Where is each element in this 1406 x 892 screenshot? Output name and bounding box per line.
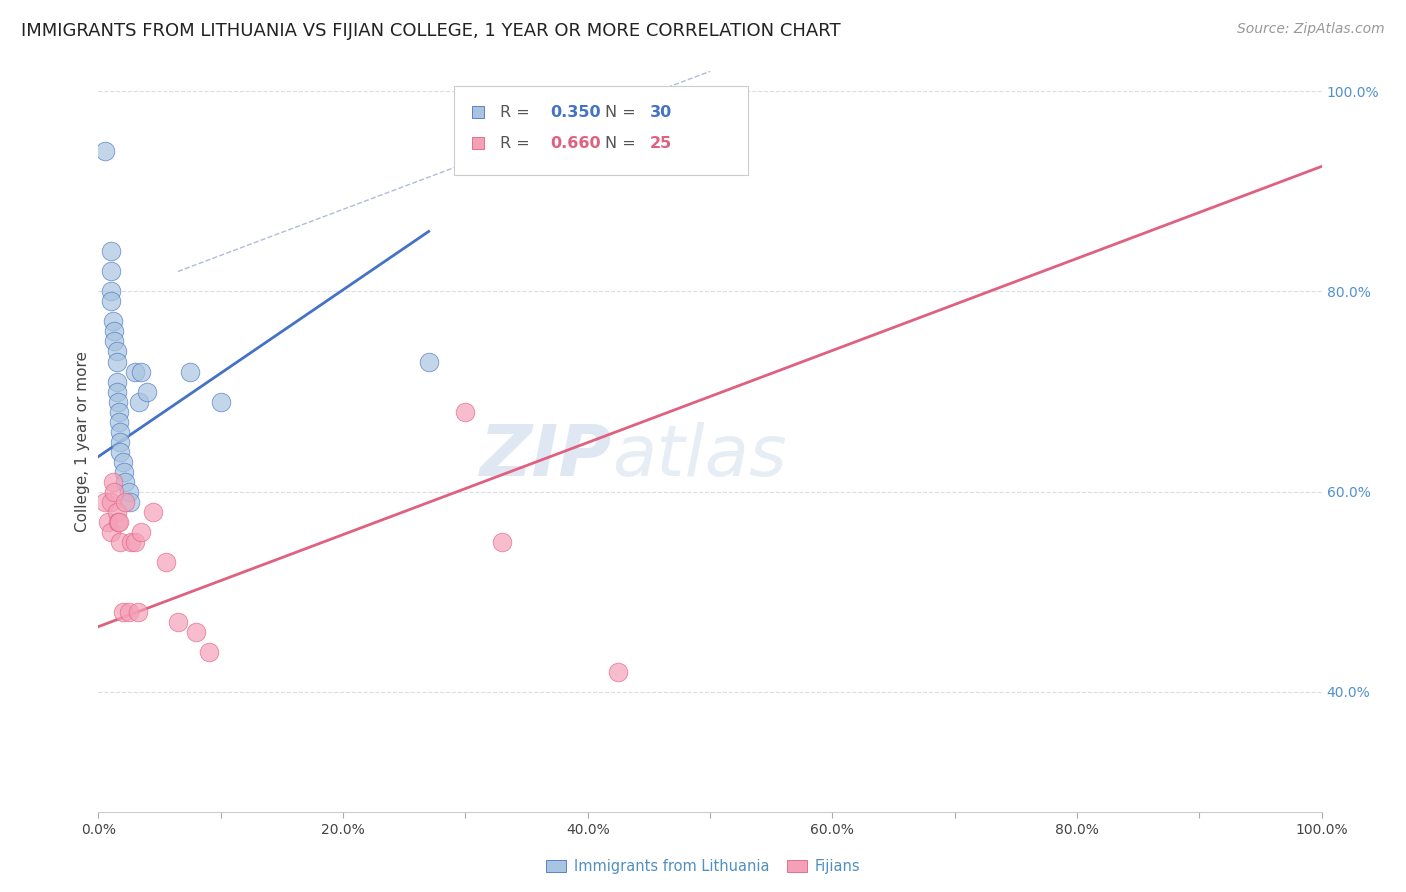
Point	[110, 444, 132, 458]
Point	[197, 645, 219, 659]
Point	[108, 515, 131, 529]
Point	[142, 505, 165, 519]
Point	[100, 524, 122, 539]
Point	[100, 244, 122, 259]
Point	[418, 354, 440, 368]
Point	[100, 294, 122, 309]
Point	[118, 605, 141, 619]
Point	[93, 145, 115, 159]
Point	[179, 364, 201, 378]
Point	[105, 354, 128, 368]
Point	[105, 384, 128, 399]
Point	[124, 364, 146, 378]
Text: R =: R =	[499, 104, 534, 120]
Point	[100, 494, 122, 508]
Point	[103, 484, 125, 499]
Point	[103, 334, 125, 349]
Point	[120, 534, 142, 549]
Text: N =: N =	[605, 136, 641, 151]
Point	[107, 394, 129, 409]
Point	[108, 404, 131, 418]
Point	[105, 375, 128, 389]
Point	[114, 494, 136, 508]
Text: R =: R =	[499, 136, 534, 151]
Point	[186, 624, 208, 639]
Y-axis label: College, 1 year or more: College, 1 year or more	[75, 351, 90, 532]
Point	[129, 524, 152, 539]
Point	[105, 344, 128, 359]
Point	[167, 615, 190, 629]
Point	[127, 605, 149, 619]
Point	[97, 515, 120, 529]
Point	[118, 484, 141, 499]
Text: IMMIGRANTS FROM LITHUANIA VS FIJIAN COLLEGE, 1 YEAR OR MORE CORRELATION CHART: IMMIGRANTS FROM LITHUANIA VS FIJIAN COLL…	[21, 22, 841, 40]
Text: atlas: atlas	[612, 422, 787, 491]
Text: N =: N =	[605, 104, 641, 120]
Point	[101, 314, 124, 328]
Text: Source: ZipAtlas.com: Source: ZipAtlas.com	[1237, 22, 1385, 37]
Point	[110, 425, 132, 439]
Point	[108, 415, 131, 429]
Point	[112, 465, 135, 479]
Point	[114, 475, 136, 489]
Point	[607, 665, 630, 679]
Point	[128, 394, 150, 409]
Text: ZIP: ZIP	[479, 422, 612, 491]
Point	[155, 555, 177, 569]
Text: 30: 30	[650, 104, 672, 120]
Point	[124, 534, 146, 549]
Point	[93, 494, 115, 508]
Point	[120, 494, 142, 508]
Point	[100, 285, 122, 299]
Legend: Immigrants from Lithuania, Fijians: Immigrants from Lithuania, Fijians	[540, 854, 866, 880]
FancyBboxPatch shape	[454, 87, 748, 175]
Point	[209, 394, 232, 409]
Point	[110, 434, 132, 449]
Text: 0.660: 0.660	[550, 136, 600, 151]
Point	[100, 264, 122, 278]
Point	[136, 384, 159, 399]
Point	[110, 534, 132, 549]
Point	[105, 505, 128, 519]
Text: 0.350: 0.350	[550, 104, 600, 120]
Point	[111, 605, 134, 619]
Point	[107, 515, 129, 529]
Point	[491, 534, 513, 549]
Point	[101, 475, 124, 489]
Point	[111, 454, 134, 468]
Text: 25: 25	[650, 136, 672, 151]
Point	[103, 325, 125, 339]
Point	[454, 404, 477, 418]
Point	[129, 364, 152, 378]
